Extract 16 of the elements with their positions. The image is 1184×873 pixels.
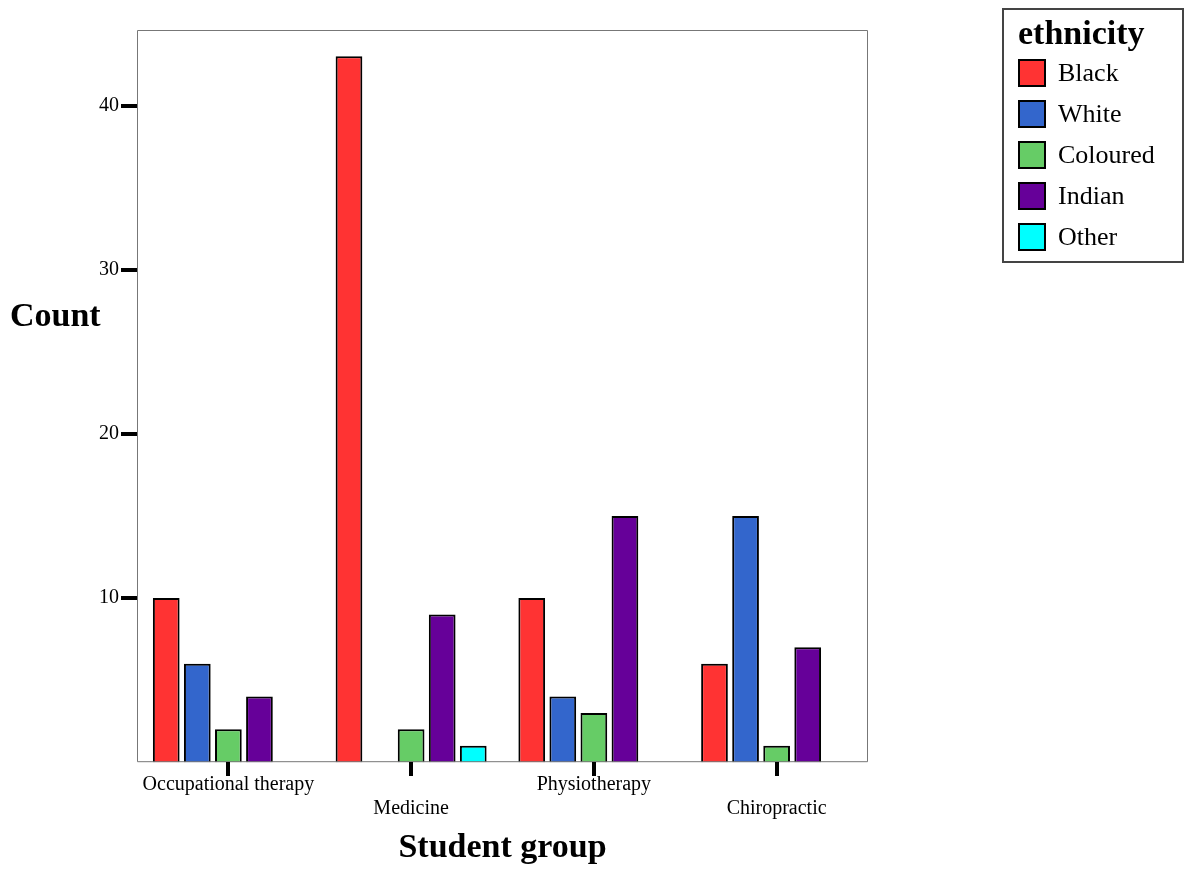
y-axis-title: Count [10, 296, 101, 334]
x-tick-label: Medicine [373, 796, 450, 819]
y-tick-label: 10 [99, 585, 119, 608]
legend-label: Other [1058, 221, 1118, 252]
legend-label: Black [1058, 57, 1119, 88]
y-tick-label: 30 [99, 256, 119, 279]
x-axis-title: Student group [398, 827, 607, 865]
x-tick-label: Physiotherapy [536, 772, 652, 796]
legend-title: ethnicity [1018, 14, 1146, 52]
y-tick-label: 20 [99, 421, 119, 444]
y-tick-label: 40 [99, 92, 119, 115]
legend-label: Indian [1058, 180, 1125, 211]
legend-label: Coloured [1058, 139, 1155, 170]
x-tick-label: Occupational therapy [142, 772, 315, 796]
x-tick-label: Chiropractic [726, 796, 827, 820]
legend-label: White [1058, 98, 1122, 129]
